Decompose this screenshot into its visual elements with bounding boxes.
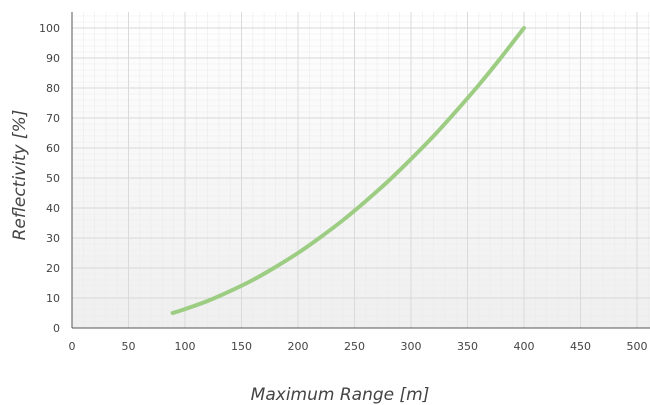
x-tick-label: 500	[627, 340, 648, 353]
x-tick-label: 450	[570, 340, 591, 353]
x-tick-label: 300	[401, 340, 422, 353]
x-tick-label: 0	[69, 340, 76, 353]
x-tick-label: 200	[288, 340, 309, 353]
x-tick-labels: 0 50 100 150 200 250 300 350 400 450 500	[69, 340, 648, 353]
y-tick-label: 60	[46, 142, 60, 155]
y-tick-label: 20	[46, 262, 60, 275]
y-axis-title: Reflectivity [%]	[10, 110, 30, 241]
y-tick-label: 80	[46, 82, 60, 95]
x-tick-label: 50	[122, 340, 136, 353]
y-tick-labels: 0 10 20 30 40 50 60 70 80 90 100	[39, 22, 60, 335]
y-tick-label: 90	[46, 52, 60, 65]
x-tick-label: 250	[344, 340, 365, 353]
plot-area	[72, 12, 650, 328]
x-tick-label: 150	[231, 340, 252, 353]
y-tick-label: 10	[46, 292, 60, 305]
y-tick-label: 50	[46, 172, 60, 185]
x-tick-label: 100	[175, 340, 196, 353]
y-tick-label: 30	[46, 232, 60, 245]
y-tick-label: 0	[53, 322, 60, 335]
x-tick-label: 400	[514, 340, 535, 353]
y-tick-label: 100	[39, 22, 60, 35]
x-tick-label: 350	[457, 340, 478, 353]
x-axis-title: Maximum Range [m]	[251, 385, 430, 405]
y-tick-label: 70	[46, 112, 60, 125]
y-tick-label: 40	[46, 202, 60, 215]
